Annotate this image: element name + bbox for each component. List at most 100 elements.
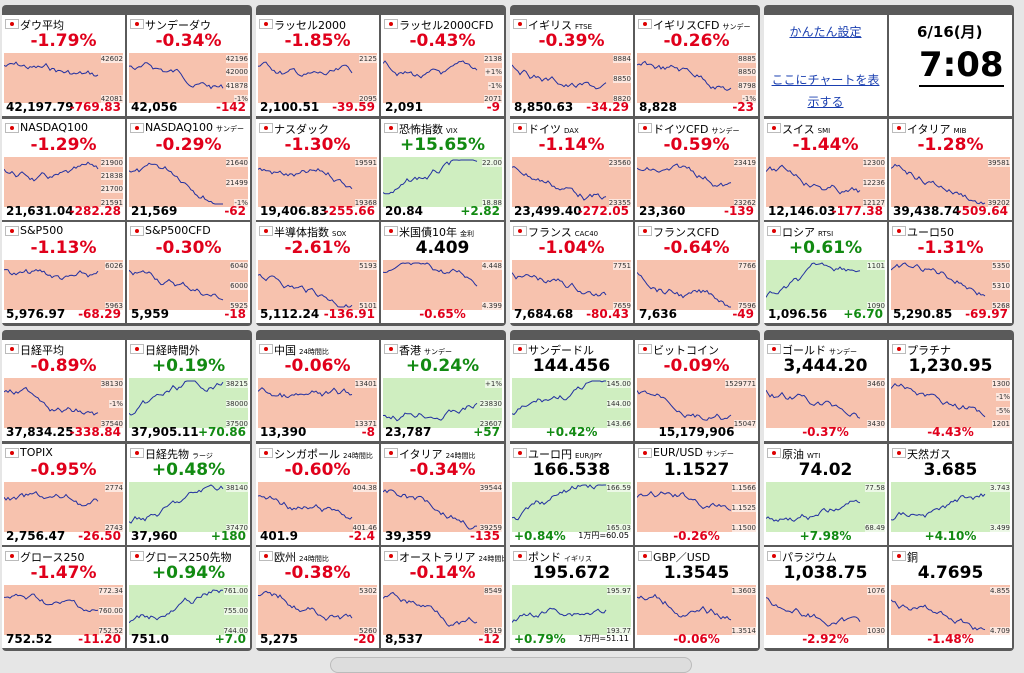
flag [767,447,781,458]
axis-label: 23607 [479,420,502,428]
market-tile[interactable]: 原油 WTI 77.58 68.49 74.02 +7.98% [764,443,887,545]
flag-mark [264,229,268,233]
market-tile[interactable]: S&P500CFD 6040 6000 5925 -0.30% 5,959 -18 [127,222,250,323]
axis-label: 1.1500 [731,523,756,532]
rate-note: 1万円=51.11 [578,634,629,643]
market-tile[interactable]: GBP／USD 1.3603 1.3514 1.3545 -0.06% [635,547,758,648]
flag-mark [643,450,647,455]
price: 5,112.24 [260,307,320,321]
flag-mark [264,125,268,130]
flag [513,551,527,561]
market-tile[interactable]: ポンド イギリス 195.97 193.77 195.672 +0.79% 1万円=51.1… [510,547,633,648]
market-tile[interactable]: 香港 サンデー +1% 23830 23607 +0.24% 23,787 +57 [381,340,504,441]
market-tile[interactable]: 日経平均 38130 -1% 37540 -0.89% 37,834.25 -338.84 [2,340,125,441]
flag-mark [643,347,647,351]
market-name: 日経時間外 [145,342,200,358]
chart-area [766,378,885,428]
price: 1,230.95 [908,356,993,376]
flag [259,447,273,458]
market-tile[interactable]: イタリア 24時間比 39544 39259 -0.34% 39,359 -135 [381,443,504,545]
sparkline [766,585,885,635]
market-tile[interactable]: S&P500 6026 5963 -1.13% 5,976.97 -68.29 [2,222,125,323]
axis-label: 1.1566 [731,483,756,492]
axis-label: 6026 [105,262,123,270]
market-tile[interactable]: パラジウム 1076 1030 1,038.75 -2.92% [764,547,887,648]
market-tile[interactable]: ドイツCFD サンデー 23419 23262 -0.59% 23,360 -139 [635,118,758,220]
market-tile[interactable]: ビットコイン 1529771 15047 -0.09% 15,179,906 [635,340,758,441]
market-tile[interactable]: ゴールド サンデー 3460 3430 3,444.20 -0.37% [764,340,887,441]
market-tile[interactable]: スイス SMI 12300 12236 12127 -1.44% 12,146.03 -177… [764,118,887,220]
market-tile[interactable]: 欧州 24時間比 5302 5260 -0.38% 5,275 -20 [256,547,379,648]
price-line [258,273,353,308]
market-tile[interactable]: プラチナ 1300 -1% -5% 1201 1,230.95 -4.43% [889,340,1012,441]
market-tile[interactable]: ユーロ50 5350 5310 5268 -1.31% 5,290.85 -69.97 [889,222,1012,323]
change-pct: -1.29% [30,134,97,155]
market-tile[interactable]: イギリス FTSE 8884 8850 8820 -0.39% 8,850.63 -34.29 [510,15,633,116]
sparkline [4,260,123,310]
price: 23,787 [385,425,432,439]
market-tile[interactable]: NASDAQ100 サンデー 21640 21499 -1% -0.29% 21,569 -6… [127,118,250,220]
market-tile[interactable]: フランスCFD 7766 7596 -0.64% 7,636 -49 [635,222,758,323]
market-tile[interactable]: グロース250 772.34 760.00 752.52 -1.47% 752.52 -11… [2,547,125,648]
market-tile[interactable]: ラッセル2000 2125 2095 -1.85% 2,100.51 -39.59 [256,15,379,116]
market-tile[interactable]: イタリア MIB 39581 39202 -1.28% 39,438.74 -509.64 [889,118,1012,220]
axis-label: 7596 [738,302,756,310]
axis-label: 23419 [733,158,756,167]
flag-mark [389,125,393,130]
change: +57 [473,425,500,439]
market-tile[interactable]: 半導体指数 SOX 5193 5101 -2.61% 5,112.24 -136.91 [256,222,379,323]
price: 39,438.74 [893,203,961,218]
market-tile[interactable]: ロシア RTSI 1101 1090 +0.61% 1,096.56 +6.70 [764,222,887,323]
market-tile[interactable]: イギリスCFD サンデー 8885 8850 8798 -1% -0.26% 8,828 -23 [635,15,758,116]
market-tile[interactable]: 日経先物 ラージ 38140 37470 +0.48% 37,960 +180 [127,443,250,545]
market-tile[interactable]: EUR/USD サンデー 1.1566 1.1525 1.1500 1.1527 -0.26… [635,443,758,545]
price: 1,038.75 [783,563,868,583]
market-tile[interactable]: TOPIX 2774 2743 -0.95% 2,756.47 -26.50 [2,443,125,545]
market-tile[interactable]: ドイツ DAX 23560 23355 -1.14% 23,499.40 -272.05 [510,118,633,220]
market-tile[interactable]: 銅 4.855 4.709 4.7695 -1.48% [889,547,1012,648]
market-tile[interactable]: ラッセル2000CFD 2138 +1% -1% 2071 -0.43% 2,091 -9 [381,15,504,116]
market-tile[interactable]: ユーロ円 EUR/JPY 166.59 165.03 166.538 +0.84% 1万円=… [510,443,633,545]
price: 37,834.25 [6,425,74,439]
change-pct: -1.79% [30,31,97,51]
market-tile[interactable]: 中国 24時間比 13401 13371 -0.06% 13,390 -8 [256,340,379,441]
market-tile[interactable]: 米国債10年 金利 4.448 4.399 4.409 -0.65% [381,222,504,323]
subname: イギリス [564,555,592,563]
market-tile[interactable]: サンデードル 145.00 144.00 143.66 144.456 +0.42% [510,340,633,441]
axis-label: 12300 [862,158,885,167]
market-tile[interactable]: グロース250先物 761.00 755.00 744.00 +0.94% 751.0 +7… [127,547,250,648]
change: -2.4 [348,528,375,543]
market-tile[interactable]: 恐怖指数 VIX 22.00 18.88 +15.65% 20.84 +2.82 [381,118,504,220]
axis-label: 7766 [738,262,756,270]
price: 7,684.68 [514,307,574,321]
market-tile[interactable]: サンデーダウ 42196 42000 41878 -1% -0.34% 42,056 -142 [127,15,250,116]
price: 3,444.20 [783,356,868,376]
market-name: 欧州 24時間比 [274,549,329,565]
flag [5,19,19,29]
market-name: サンデーダウ [145,17,211,33]
axis-label: 37540 [100,420,123,428]
price-line [512,64,607,90]
market-tile[interactable]: 天然ガス 3.743 3.499 3.685 +4.10% [889,443,1012,545]
market-tile[interactable]: シンガポール 24時間比 404.38 401.46 -0.60% 401.9 -2.4 [256,443,379,545]
change: -49 [732,307,754,321]
axis-label: 8850 [613,75,631,83]
change-pct: -0.06% [284,356,351,376]
market-tile[interactable]: 日経時間外 38215 38000 37500 +0.19% 37,905.11 +70.8… [127,340,250,441]
chart-link[interactable]: ここにチャートを表示する [771,73,880,109]
market-tile[interactable]: ダウ平均 42602 42081 -1.79% 42,197.79 -769.83 [2,15,125,116]
flag-mark [135,554,139,558]
flag [5,447,19,458]
market-tile[interactable]: NASDAQ100 21900 21838 21700 21591 -1.29% 21,63… [2,118,125,220]
axis-label: 3430 [867,420,885,428]
market-name: フランス CAC40 [528,224,598,240]
change-pct: -0.60% [284,459,351,480]
market-tile[interactable]: フランス CAC40 7751 7659 -1.04% 7,684.68 -80.43 [510,222,633,323]
market-tile[interactable]: ナスダック 19591 19368 -1.30% 19,406.83 -255.66 [256,118,379,220]
market-name: 原油 WTI [782,446,820,462]
flag [130,551,144,561]
market-tile[interactable]: オーストラリア24時間比 8549 8519 -0.14% 8,537 -12 [381,547,504,648]
change-pct: -2.92% [802,632,849,646]
settings-link[interactable]: かんたん設定 [789,25,862,39]
